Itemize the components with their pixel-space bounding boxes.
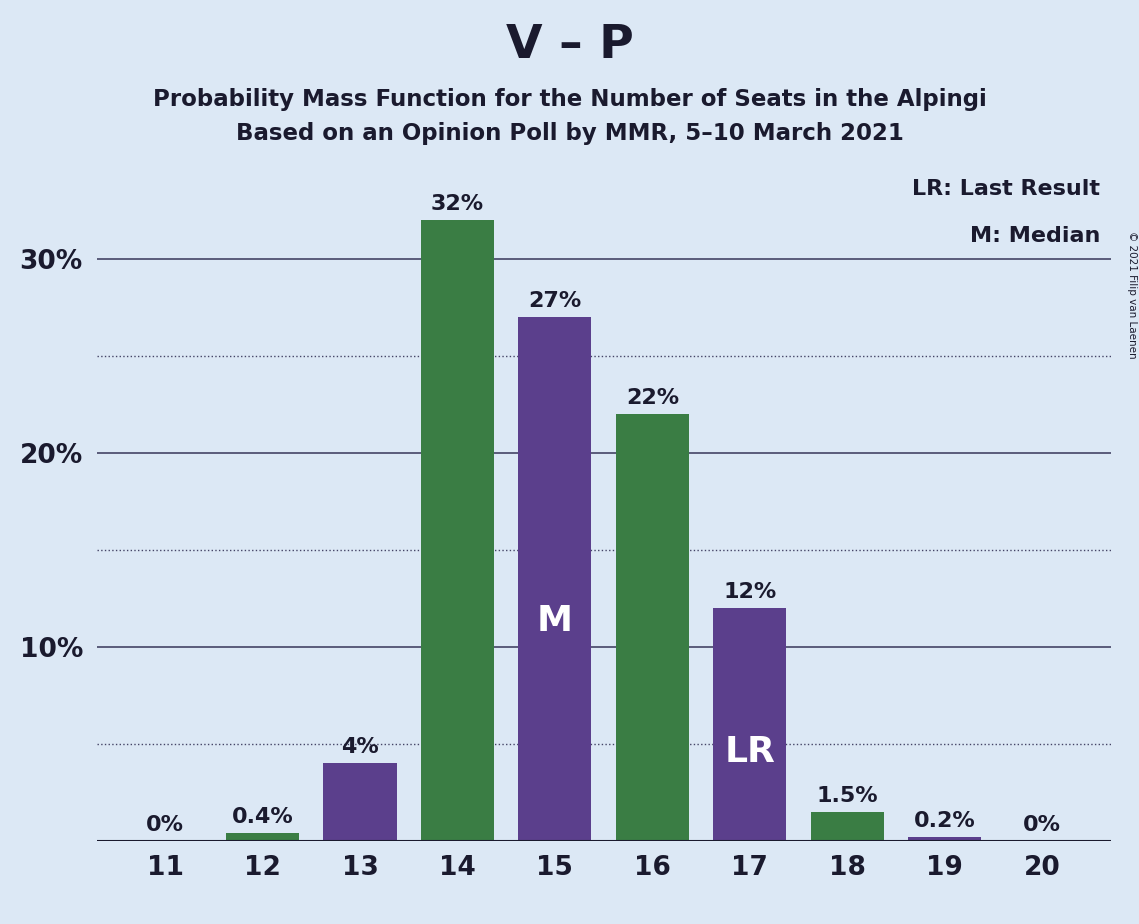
Text: 12%: 12% [723,582,777,602]
Text: 27%: 27% [528,291,582,311]
Bar [518,317,591,841]
Bar [421,220,494,841]
Bar [226,833,300,841]
Text: LR: LR [724,736,776,770]
Text: 0.2%: 0.2% [913,811,976,832]
Text: Based on an Opinion Poll by MMR, 5–10 March 2021: Based on an Opinion Poll by MMR, 5–10 Ma… [236,122,903,145]
Text: 32%: 32% [431,194,484,214]
Text: 22%: 22% [625,388,679,408]
Bar [713,608,786,841]
Text: LR: Last Result: LR: Last Result [912,178,1100,199]
Bar [811,812,884,841]
Bar [323,763,396,841]
Text: V – P: V – P [506,23,633,68]
Text: 4%: 4% [341,737,379,758]
Text: 0%: 0% [146,815,185,835]
Bar [908,837,982,841]
Text: © 2021 Filip van Laenen: © 2021 Filip van Laenen [1128,231,1137,359]
Text: Probability Mass Function for the Number of Seats in the Alpingi: Probability Mass Function for the Number… [153,88,986,111]
Text: M: M [536,603,573,638]
Text: 1.5%: 1.5% [817,786,878,806]
Text: M: Median: M: Median [970,226,1100,246]
Text: 0.4%: 0.4% [231,808,294,827]
Bar [616,414,689,841]
Text: 0%: 0% [1023,815,1062,835]
